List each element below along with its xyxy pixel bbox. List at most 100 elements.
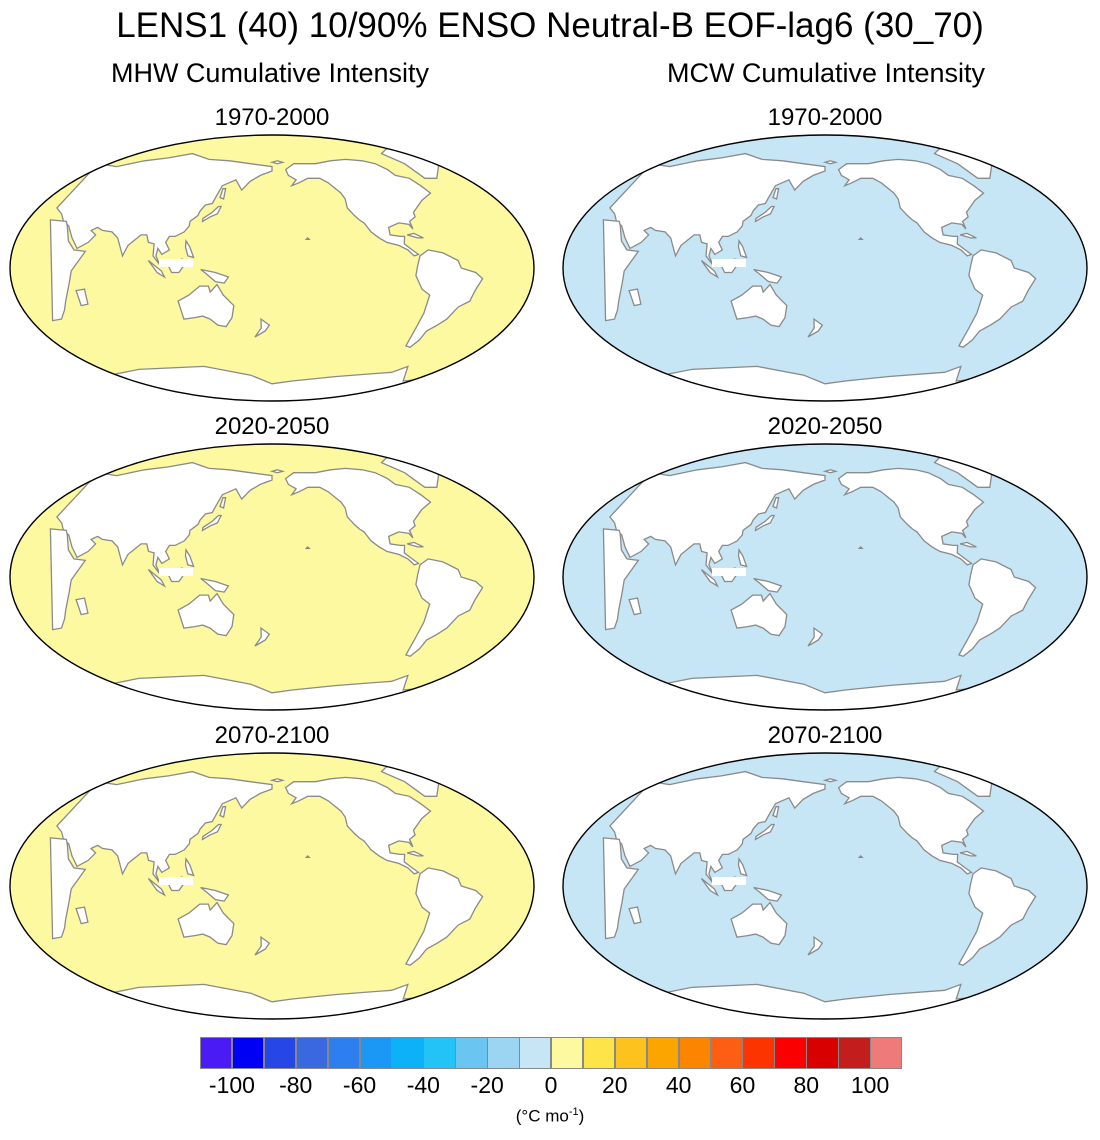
landmass — [254, 317, 271, 338]
landmass — [857, 236, 864, 241]
landmass — [737, 856, 748, 877]
colorbar-cell — [391, 1037, 424, 1069]
colorbar-cell — [710, 1037, 743, 1069]
map-border — [9, 443, 535, 711]
landmass — [772, 497, 780, 509]
landmass — [857, 854, 864, 859]
colorbar-cell — [263, 1037, 297, 1069]
map-border — [562, 134, 1088, 402]
landmass — [730, 901, 788, 946]
colorbar-cell — [646, 1037, 680, 1069]
landmass — [56, 461, 273, 575]
landmass — [49, 219, 87, 322]
landmass — [200, 268, 230, 284]
landmass — [700, 259, 720, 279]
map-border — [562, 443, 1088, 711]
colorbar-cell — [806, 1037, 839, 1069]
landmass — [960, 232, 977, 239]
landmass — [304, 545, 311, 550]
colorbar-cell — [838, 1037, 871, 1069]
colorbar-tick-label: -80 — [279, 1072, 313, 1098]
colorbar-tick-label: 80 — [793, 1072, 820, 1098]
landmass — [49, 837, 87, 940]
landmass — [837, 158, 985, 257]
missing-data-patch — [159, 259, 193, 267]
colorbar-tick-label: -40 — [406, 1072, 440, 1098]
landmass — [284, 467, 432, 566]
landmass — [404, 867, 484, 967]
landmass — [754, 205, 776, 223]
colorbar-units: (°C mo-1) — [515, 1106, 585, 1126]
landmass — [737, 547, 748, 568]
world-map — [9, 443, 535, 711]
colorbar-cell — [551, 1037, 584, 1069]
landmass — [147, 568, 167, 588]
landmass — [602, 528, 640, 631]
landmass — [407, 850, 424, 857]
landmass — [609, 461, 826, 575]
world-map — [9, 752, 535, 1020]
landmass — [822, 778, 839, 783]
landmass — [960, 850, 977, 857]
landmass — [407, 232, 424, 239]
landmass — [753, 577, 783, 593]
landmass — [184, 238, 195, 259]
colorbar-cell — [455, 1037, 488, 1069]
landmass — [254, 626, 271, 647]
landmass — [753, 268, 783, 284]
missing-data-patch — [712, 877, 746, 885]
landmass — [772, 806, 780, 818]
landmass — [56, 770, 273, 884]
panel-title: 2070-2100 — [214, 722, 330, 749]
landmass — [201, 823, 223, 841]
colorbar-cell — [582, 1037, 616, 1069]
map-panel-mcw-1970-2000: 1970-2000 — [560, 104, 1090, 404]
landmass — [957, 249, 1037, 349]
colorbar-cell — [327, 1037, 361, 1069]
landmass — [837, 467, 985, 566]
landmass — [737, 238, 748, 259]
colorbar-cell — [742, 1037, 775, 1069]
landmass — [177, 592, 235, 637]
landmass — [304, 854, 311, 859]
map-panel-mhw-2020-2050: 2020-2050 — [7, 413, 537, 713]
world-map — [562, 443, 1088, 711]
colorbar-tick-label: 40 — [665, 1072, 692, 1098]
landmass — [628, 288, 642, 307]
landmass — [609, 770, 826, 884]
landmass — [772, 188, 780, 200]
panel-title: 1970-2000 — [214, 104, 330, 131]
landmass — [837, 776, 985, 875]
colorbar-tick-label: -60 — [342, 1072, 377, 1098]
landmass — [219, 497, 227, 509]
map-border — [9, 134, 535, 402]
colorbar-cell — [231, 1037, 265, 1069]
landmass — [56, 152, 273, 266]
landmass — [807, 626, 824, 647]
colorbar-cell — [870, 1037, 903, 1069]
column-title-mhw: MHW Cumulative Intensity — [110, 58, 430, 88]
colorbar-cell — [487, 1037, 520, 1069]
landmass — [201, 205, 223, 223]
colorbar-tick-label: -100 — [208, 1072, 255, 1098]
missing-data-patch — [712, 259, 746, 267]
landmass — [75, 597, 89, 616]
landmass — [960, 541, 977, 548]
landmass — [269, 160, 286, 165]
colorbar-tick-labels: -100 -80 -60 -40 -20 0 20 40 60 80 100 — [200, 1072, 902, 1102]
landmass — [628, 906, 642, 925]
landmass — [201, 514, 223, 532]
landmass — [700, 568, 720, 588]
colorbar-cell — [359, 1037, 392, 1069]
panel-title: 1970-2000 — [767, 104, 883, 131]
landmass — [269, 778, 286, 783]
world-map — [562, 134, 1088, 402]
map-panel-mhw-1970-2000: 1970-2000 — [7, 104, 537, 404]
colorbar-cell — [423, 1037, 456, 1069]
map-panel-mcw-2020-2050: 2020-2050 — [560, 413, 1090, 713]
missing-data-patch — [159, 568, 193, 576]
landmass — [609, 152, 826, 266]
landmass — [49, 528, 87, 631]
landmass — [730, 283, 788, 328]
landmass — [147, 259, 167, 279]
